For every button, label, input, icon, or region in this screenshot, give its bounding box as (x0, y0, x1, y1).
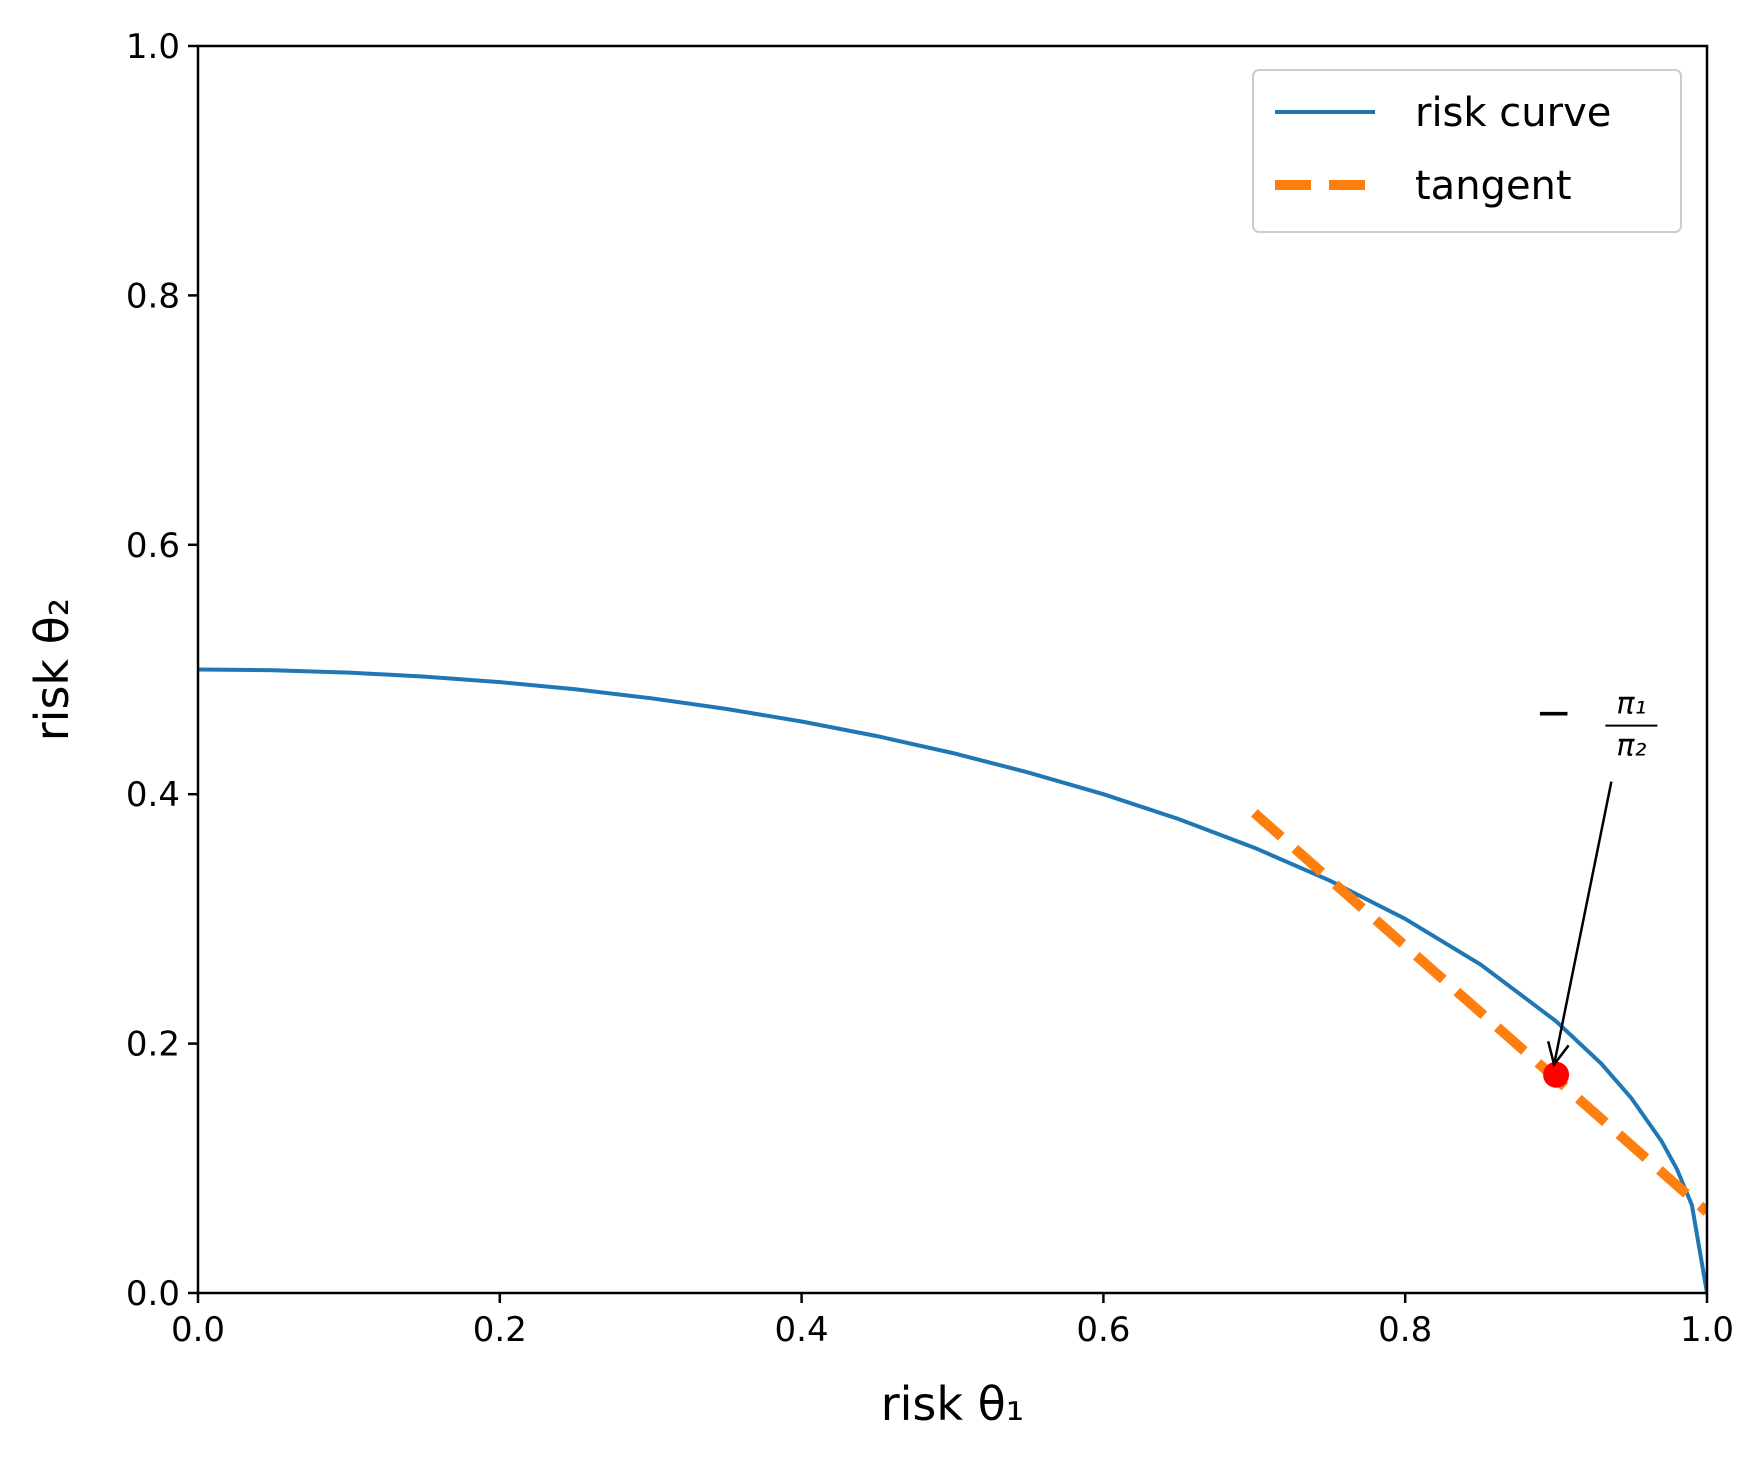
x-tick-label: 0.4 (775, 1310, 829, 1350)
annotation-arrowhead (1546, 1040, 1570, 1068)
plot-area (198, 667, 1707, 1293)
y-tick-label: 0.4 (126, 775, 180, 815)
annotation-arrow (1552, 781, 1613, 1065)
annotation-numerator: π₁ (1616, 687, 1646, 722)
x-tick-label: 0.0 (171, 1310, 225, 1350)
tangent-line (1250, 809, 1707, 1216)
x-tick-label: 0.2 (473, 1310, 527, 1350)
legend-label-tangent: tangent (1415, 163, 1572, 209)
legend-label-risk-curve: risk curve (1415, 90, 1611, 136)
y-tick-label: 0.8 (126, 276, 180, 316)
legend: risk curve tangent (1252, 69, 1682, 233)
x-axis-label: risk θ₁ (881, 1377, 1025, 1431)
slope-annotation: − π₁ π₂ (1535, 687, 1658, 1068)
axes-frame (196, 44, 1709, 1295)
y-tick-label: 1.0 (126, 27, 180, 67)
y-tick-label: 0.0 (126, 1274, 180, 1314)
y-tick-label: 0.2 (126, 1025, 180, 1065)
y-axis-ticks: 0.0 0.2 0.4 0.6 0.8 1.0 (126, 27, 198, 1314)
x-tick-label: 1.0 (1680, 1310, 1734, 1350)
x-tick-label: 0.8 (1378, 1310, 1432, 1350)
x-axis-ticks: 0.0 0.2 0.4 0.6 0.8 1.0 (171, 1293, 1734, 1350)
annotation-minus-sign: − (1535, 688, 1572, 739)
risk-curve-line (198, 667, 1707, 1293)
y-tick-label: 0.6 (126, 526, 180, 566)
y-axis-label: risk θ₂ (25, 598, 79, 742)
tangent-point-marker (1543, 1061, 1570, 1088)
annotation-denominator: π₂ (1616, 729, 1646, 764)
x-tick-label: 0.6 (1076, 1310, 1130, 1350)
